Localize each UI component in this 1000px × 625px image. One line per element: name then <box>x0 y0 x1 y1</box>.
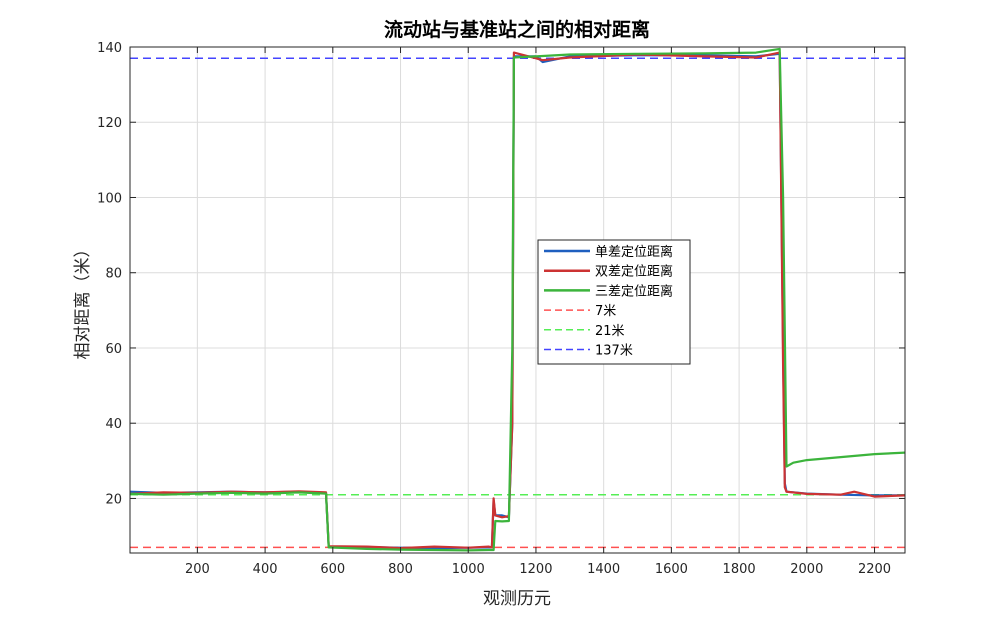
ticks <box>130 46 905 553</box>
legend-box <box>537 239 691 365</box>
x-tick-label: 2200 <box>858 562 891 577</box>
x-tick-label: 800 <box>388 562 413 577</box>
x-tick-label: 600 <box>320 562 345 577</box>
grid <box>130 46 905 553</box>
x-tick-label: 1000 <box>452 562 485 577</box>
chart-title: 流动站与基准站之间的相对距离 <box>384 18 650 41</box>
legend-label-1: 双差定位距离 <box>595 264 673 280</box>
y-tick-label: 140 <box>97 41 122 56</box>
y-tick-labels: 20 40 60 80 100 120 140 <box>97 41 122 507</box>
x-tick-label: 1800 <box>723 562 756 577</box>
y-tick-label: 80 <box>105 267 122 282</box>
x-tick-label: 400 <box>253 562 278 577</box>
x-tick-label: 1400 <box>587 562 620 577</box>
x-tick-label: 2000 <box>790 562 823 577</box>
x-tick-label: 1200 <box>519 562 552 577</box>
x-axis-label: 观测历元 <box>483 589 551 609</box>
y-tick-label: 20 <box>105 492 122 507</box>
legend-label-4: 21米 <box>595 324 625 339</box>
y-tick-label: 100 <box>97 191 122 206</box>
x-tick-label: 1600 <box>655 562 688 577</box>
x-tick-labels: 200 400 600 800 1000 1200 1400 1600 1800 2000 2200 <box>185 562 891 577</box>
y-tick-label: 120 <box>97 116 122 131</box>
plot-area <box>130 47 905 553</box>
legend-label-0: 单差定位距离 <box>595 244 673 260</box>
axes-box <box>129 46 906 554</box>
legend-label-5: 137米 <box>595 344 633 359</box>
y-tick-label: 40 <box>105 417 122 432</box>
y-axis-label: 相对距离（米） <box>73 241 93 360</box>
series-line-2 <box>129 47 906 552</box>
data-series <box>129 47 906 552</box>
legend-label-3: 7米 <box>595 304 616 319</box>
x-tick-label: 200 <box>185 562 210 577</box>
legend-label-2: 三差定位距离 <box>595 283 673 299</box>
y-tick-label: 60 <box>105 342 122 357</box>
